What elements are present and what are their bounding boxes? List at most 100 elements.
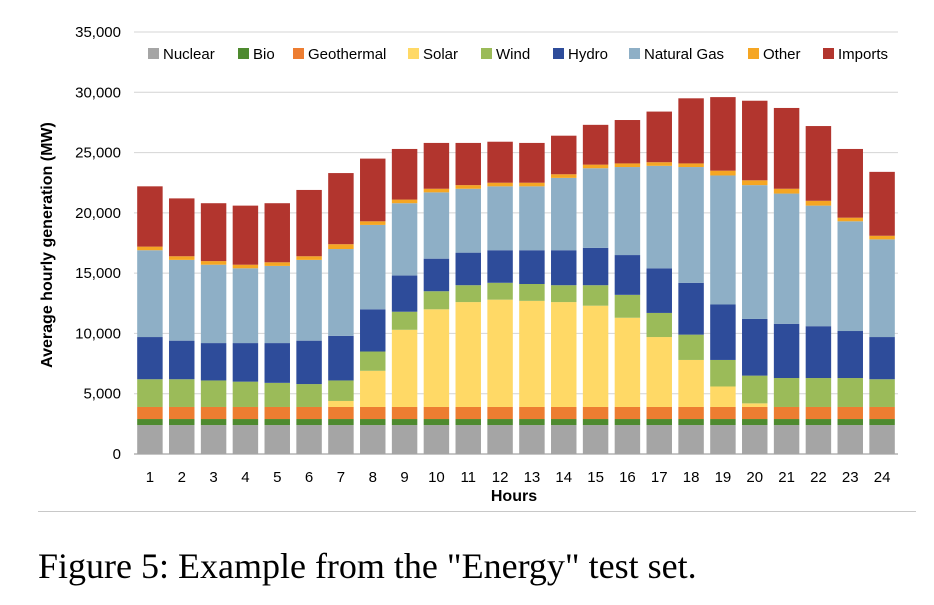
x-tick-label: 23 — [842, 469, 859, 486]
legend-label: Bio — [253, 46, 275, 63]
bar-segment-solar — [391, 329, 418, 407]
bar-segment-other — [805, 200, 832, 206]
bar-segment-geothermal — [678, 406, 704, 420]
bar-segment-imports — [200, 203, 227, 262]
bar-segment-imports — [169, 198, 195, 257]
x-tick-label: 21 — [778, 469, 795, 486]
bar-segment-nuclear — [614, 425, 641, 454]
bar-segment-imports — [423, 142, 450, 189]
bar-segment-wind — [296, 384, 322, 407]
bar-segment-geothermal — [391, 406, 418, 420]
y-tick-label: 20,000 — [75, 205, 121, 222]
x-tick-label: 17 — [651, 469, 668, 486]
bar-segment-geothermal — [296, 406, 322, 420]
bar-segment-wind — [137, 379, 163, 407]
bar-segment-bio — [551, 419, 577, 426]
bar-segment-other — [582, 164, 609, 169]
x-tick-label: 8 — [369, 469, 377, 486]
bar-segment-natural-gas — [232, 268, 259, 344]
bar-segment-wind — [614, 294, 641, 318]
bar-segment-natural-gas — [328, 249, 354, 336]
bar-segment-nuclear — [455, 425, 481, 454]
bar-segment-imports — [296, 189, 322, 257]
bar-segment-natural-gas — [360, 224, 386, 310]
bar-segment-other — [169, 256, 195, 260]
bar-segment-bio — [137, 419, 163, 426]
bar-segment-hydro — [391, 275, 418, 312]
x-tick-label: 10 — [428, 469, 445, 486]
bar-segment-geothermal — [423, 406, 450, 420]
bar-segment-nuclear — [296, 425, 322, 454]
bar-segment-geothermal — [837, 406, 863, 420]
bar-segment-hydro — [582, 247, 609, 286]
y-tick-labels: 0 5,000 10,000 15,000 20,000 25,000 30,000 35,0… — [75, 24, 121, 463]
legend-label: Hydro — [568, 46, 608, 63]
bar-segment-nuclear — [646, 425, 672, 454]
bar-segment-wind — [423, 291, 450, 310]
bar-segment-other — [455, 185, 481, 189]
bar-segment-nuclear — [360, 425, 386, 454]
bar-segment-imports — [710, 97, 736, 171]
bar-segment-natural-gas — [551, 177, 577, 251]
bar-segment-hydro — [296, 340, 322, 385]
bar-segment-bio — [742, 419, 768, 426]
legend-swatch — [238, 48, 249, 59]
legend-label: Geothermal — [308, 46, 386, 63]
bar-segment-bio — [710, 419, 736, 426]
bar-segment-nuclear — [773, 425, 800, 454]
legend-swatch — [748, 48, 759, 59]
bar-segment-geothermal — [487, 406, 513, 420]
bar-segment-imports — [869, 171, 895, 236]
bar-segment-nuclear — [519, 425, 545, 454]
bar-segment-wind — [773, 378, 800, 407]
legend-swatch — [823, 48, 834, 59]
bar-segment-geothermal — [232, 406, 259, 420]
bar-segment-nuclear — [169, 425, 195, 454]
bar-segment-nuclear — [264, 425, 290, 454]
bar-segment-bio — [582, 419, 609, 426]
bar-segment-bio — [264, 419, 290, 426]
bar-segment-geothermal — [773, 406, 800, 420]
bar-segment-geothermal — [360, 406, 386, 420]
bar-segment-other — [614, 163, 641, 168]
bar-segment-solar — [646, 337, 672, 407]
legend-label: Nuclear — [163, 46, 215, 63]
x-tick-label: 7 — [337, 469, 345, 486]
bar-segment-other — [296, 256, 322, 260]
bar-segment-wind — [742, 375, 768, 404]
bar-segment-natural-gas — [805, 205, 832, 327]
x-tick-label: 18 — [683, 469, 700, 486]
x-tick-label: 16 — [619, 469, 636, 486]
bar-segment-solar — [455, 302, 481, 407]
y-tick-label: 30,000 — [75, 84, 121, 101]
bar-segment-other — [710, 170, 736, 176]
bar-segment-imports — [646, 111, 672, 163]
legend-swatch — [148, 48, 159, 59]
bar-segment-imports — [805, 126, 832, 201]
bar-segment-other — [646, 162, 672, 166]
bar-segment-geothermal — [264, 406, 290, 420]
x-tick-label: 19 — [715, 469, 732, 486]
bar-segment-imports — [264, 203, 290, 263]
bar-segment-wind — [391, 311, 418, 330]
bar-segment-other — [200, 261, 227, 265]
bar-segment-hydro — [232, 343, 259, 382]
bar-segment-nuclear — [582, 425, 609, 454]
legend-label: Imports — [838, 46, 888, 63]
bar-segment-wind — [710, 359, 736, 387]
bar-segment-hydro — [328, 335, 354, 381]
y-tick-label: 15,000 — [75, 265, 121, 282]
bar-segment-solar — [710, 386, 736, 407]
bar-segment-natural-gas — [773, 193, 800, 324]
bar-segment-hydro — [423, 258, 450, 292]
bar-segment-hydro — [805, 326, 832, 379]
bar-segment-other — [137, 246, 163, 251]
bar-segment-imports — [678, 98, 704, 164]
bar-segment-nuclear — [551, 425, 577, 454]
x-tick-label: 22 — [810, 469, 827, 486]
y-axis-title: Average hourly generation (MW) — [39, 122, 56, 368]
bar-segment-imports — [582, 124, 609, 165]
y-tick-label: 35,000 — [75, 24, 121, 41]
y-tick-label: 25,000 — [75, 145, 121, 162]
bar-segment-geothermal — [710, 406, 736, 420]
